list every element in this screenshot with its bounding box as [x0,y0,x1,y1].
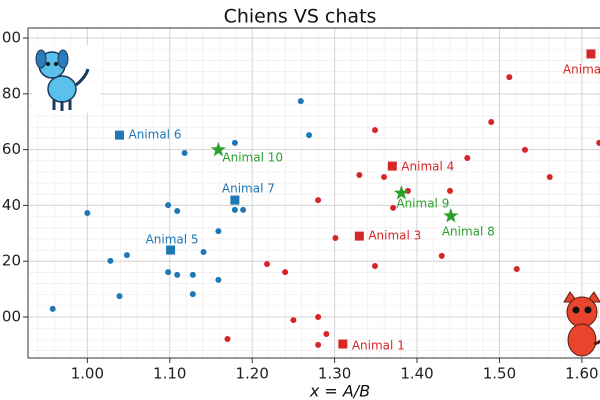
point [371,262,378,269]
point-label: Animal 5 [146,233,199,247]
dog-eye [46,62,50,66]
point [231,206,238,213]
point [464,154,471,161]
point [306,132,313,139]
x-tick-label: 1.00 [71,365,104,383]
cat-head [566,296,598,328]
point [123,252,130,259]
x-tick-label: 1.50 [483,365,516,383]
y-tick-label: 00 [2,29,21,47]
x-tick-label: 1.40 [400,365,433,383]
point [315,341,322,348]
point [315,313,322,320]
point [513,266,520,273]
star-marker [443,208,459,223]
cat-body [567,323,597,357]
point [390,204,397,211]
plot-area: Animal 1 Anima Animal 3 Animal 4 Animal 5 Ani… [49,49,600,353]
point [231,139,238,146]
point [189,271,196,278]
star-marker [393,185,409,200]
point [356,172,363,179]
square-marker [166,245,176,255]
point-label: Anima [563,62,600,76]
y-tick-label: 20 [2,252,21,270]
y-tick-label: 80 [2,84,21,102]
x-tick-label: 1.30 [318,365,351,383]
plot-frame [27,27,600,359]
point [224,336,231,343]
point-label: Animal 10 [222,150,283,164]
point-label: Animal 7 [222,182,275,196]
square-marker [338,339,348,349]
point [315,197,322,204]
x-tick-label: 1.10 [153,365,186,383]
x-tick-label: 1.20 [235,365,268,383]
point [596,139,600,146]
y-tick-label: 60 [2,140,21,158]
x-axis-label: x = A/B [309,382,370,400]
y-tick-label: 40 [2,196,21,214]
point [371,127,378,134]
point-label: Animal 3 [368,229,421,243]
point [84,209,91,216]
dog-body [47,75,77,103]
square-marker [114,130,124,140]
point [290,317,297,324]
dog-eye [54,62,58,66]
point [174,207,181,214]
point-label: Animal 4 [401,160,454,174]
dog-ear [57,49,69,69]
point [332,235,339,242]
y-tick-label: 00 [2,307,21,325]
cat-tail [593,339,600,346]
square-marker [230,195,240,205]
point [49,305,56,312]
point [181,149,188,156]
point [107,257,114,264]
dog-legs [52,68,90,111]
point [116,293,123,300]
point [189,291,196,298]
point [446,187,453,194]
dog-icon [32,45,100,113]
cat-eye [584,306,592,314]
point [264,260,271,267]
cat-icon [563,291,600,357]
x-tick-label: 1.60 [565,365,598,383]
point [165,269,172,276]
point [438,252,445,259]
cat-eye [572,306,580,314]
square-marker [354,231,364,241]
point [323,331,330,338]
point [282,269,289,276]
point [215,276,222,283]
dog-ear [35,49,47,69]
point [174,271,181,278]
square-marker [387,161,397,171]
square-marker [586,49,596,59]
chart-title: Chiens VS chats [224,6,377,28]
point [165,202,172,209]
point [381,173,388,180]
point [506,74,513,81]
point [521,146,528,153]
point [297,98,304,105]
point-label: Animal 1 [352,339,405,353]
point-label: Animal 6 [128,128,181,142]
point [215,228,222,235]
point-label: Animal 8 [442,225,495,239]
point [488,119,495,126]
star-marker [210,141,226,157]
point-label: Animal 9 [396,197,449,211]
point [200,248,207,255]
point [240,206,247,213]
point [546,173,553,180]
